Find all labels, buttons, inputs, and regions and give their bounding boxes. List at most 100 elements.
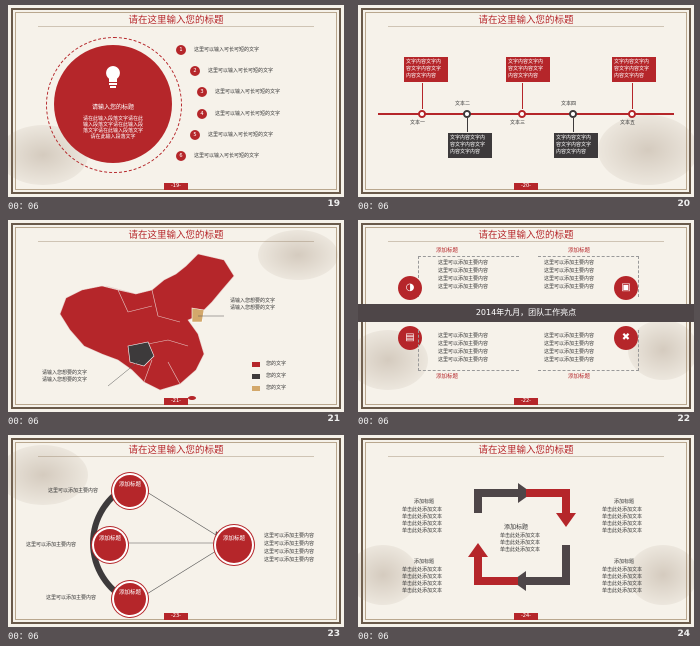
decor-wash [628,320,694,380]
block-line: 单击此处添加文本 [602,528,643,534]
map-note-3: 请输入您想要的文字 [42,370,88,376]
slide-thumbnail-23[interactable]: 请在这里输入您的标题 添加标题 添加标题 添加标题 添加标题 这里可以添加主要内… [0,430,350,645]
quad-line: 这里可以添加主要内容 [544,341,595,347]
tools-icon: ✖ [621,332,631,343]
decor-wash [358,545,418,605]
block-line: 单击此处添加文本 [402,581,443,587]
item-text-5: 这里可以输入可长可短的文字 [208,132,274,138]
node-label-2: 文本二 [455,101,471,107]
item-number-3: 3 [197,87,207,97]
quad-line: 这里可以添加主要内容 [438,268,489,274]
slide-canvas: 请在这里输入您的标题 添加标题 添加标题 添加标题 添加标题 这里可以添加主要内… [8,435,344,627]
slide-thumbnail-22[interactable]: 请在这里输入您的标题 2014年九月，团队工作亮点 添加标题 这里可以添加主要内… [350,215,700,430]
target-note: 这里可以添加主要内容 [264,533,315,539]
block-line: 单击此处添加文本 [402,521,443,527]
dashed-bracket [538,330,639,371]
page-number: -21- [164,398,188,405]
quad-line: 这里可以添加主要内容 [544,349,595,355]
flow-badge-bottom: 添加标题 [114,583,146,615]
decor-wash [8,445,88,505]
dashed-bracket [418,330,519,371]
chart-search-icon: ▣ [621,282,631,293]
flow-badge-middle: 添加标题 [94,529,126,561]
target-note: 这里可以添加主要内容 [264,557,315,563]
slide-thumbnail-19[interactable]: 请在这里输入您的标题 请输入您的标题 请在此输入段落文字请在此 输入段落文字请在… [0,0,350,215]
quad-heading-4: 添加标题 [568,374,591,380]
connector [422,83,423,109]
map-note-1: 请输入您想要的文字 [230,298,276,304]
transition-timer: 00：06 [8,202,39,212]
target-note: 这里可以添加主要内容 [264,541,315,547]
circle-heading: 请输入您的标题 [91,104,134,111]
block-line: 单击此处添加文本 [402,574,443,580]
top-box-1: 文字内容文字内 容文字内容文字 内容文字内容 [404,57,448,82]
slide-thumbnail-21[interactable]: 请在这里输入您的标题 请输入您想要的文字 请输入您想要的文字 请输入您想要的文字… [0,215,350,430]
quad-line: 这里可以添加主要内容 [438,357,489,363]
slide-title: 请在这里输入您的标题 [128,445,224,456]
title-underline [388,456,664,457]
lightbulb-icon [106,66,120,88]
title-underline [38,241,314,242]
thumbnail-footer: 00：06 21 [0,414,350,430]
slide-thumbnail-24[interactable]: 请在这里输入您的标题 添加标题 单击此处添加文本 单击此处添加文本 单击此处添加… [350,430,700,645]
timeline-node-5 [628,110,636,118]
slide-title: 请在这里输入您的标题 [128,230,224,241]
item-number-4: 4 [197,109,207,119]
block-line: 单击此处添加文本 [602,521,643,527]
transition-timer: 00：06 [358,202,389,212]
circle-outline [46,37,182,173]
quad-line: 这里可以添加主要内容 [438,276,489,282]
block-heading-1: 添加标题 [414,499,435,505]
item-text-2: 这里可以输入可长可短的文字 [208,68,274,74]
title-underline [388,26,664,27]
block-line: 单击此处添加文本 [402,567,443,573]
flow-target-badge: 添加标题 [216,527,252,563]
timeline-node-4 [569,110,577,118]
tools-badge: ✖ [614,326,638,350]
thumbnail-footer: 00：06 23 [0,629,350,645]
quad-line: 这里可以添加主要内容 [544,260,595,266]
cycle-arrows-icon [468,483,576,591]
banner-text: 2014年九月，团队工作亮点 [475,308,577,317]
block-line: 单击此处添加文本 [402,514,443,520]
slide-number: 22 [677,414,690,424]
cycle-title: 添加标题 [504,524,529,531]
transition-timer: 00：06 [8,417,39,427]
timeline-axis [378,113,674,115]
lightbulb-badge: ◑ [398,276,422,300]
cycle-line: 单击此处添加文本 [500,540,541,546]
quad-line: 这里可以添加主要内容 [438,341,489,347]
slide-title: 请在这里输入您的标题 [478,445,574,456]
thumbnail-footer: 00：06 19 [0,199,350,215]
connector [467,118,468,132]
block-line: 单击此处添加文本 [602,567,643,573]
quad-heading-2: 添加标题 [568,248,591,254]
quad-line: 这里可以添加主要内容 [544,276,595,282]
slide-number: 20 [677,199,690,209]
timeline-node-2 [463,110,471,118]
block-line: 单击此处添加文本 [402,588,443,594]
item-text-1: 这里可以输入可长可短的文字 [194,47,260,53]
quad-line: 这里可以添加主要内容 [438,284,489,290]
slide-canvas: 请在这里输入您的标题 文字内容文字内 容文字内容文字 内容文字内容 文本一 文本二 … [358,5,694,197]
quad-line: 这里可以添加主要内容 [438,260,489,266]
block-line: 单击此处添加文本 [602,507,643,513]
slide-canvas: 请在这里输入您的标题 添加标题 单击此处添加文本 单击此处添加文本 单击此处添加… [358,435,694,627]
legend-swatch-gold [252,386,260,391]
slide-thumbnail-20[interactable]: 请在这里输入您的标题 文字内容文字内 容文字内容文字 内容文字内容 文本一 文本二 … [350,0,700,215]
connector [632,83,633,109]
flow-note-bottom: 这里可以添加主要内容 [46,595,97,601]
quad-heading-3: 添加标题 [436,374,459,380]
legend-swatch-dark [252,374,260,379]
chart-search-badge: ▣ [614,276,638,300]
quad-line: 这里可以添加主要内容 [544,357,595,363]
quad-line: 这里可以添加主要内容 [544,284,595,290]
block-heading-2: 添加标题 [614,499,635,505]
legend-swatch-red [252,362,260,367]
block-line: 单击此处添加文本 [602,581,643,587]
timeline-node-3 [518,110,526,118]
quad-line: 这里可以添加主要内容 [544,333,595,339]
title-underline [38,456,314,457]
lightbulb-icon: ◑ [405,282,415,293]
thumbnail-footer: 00：06 24 [350,629,700,645]
